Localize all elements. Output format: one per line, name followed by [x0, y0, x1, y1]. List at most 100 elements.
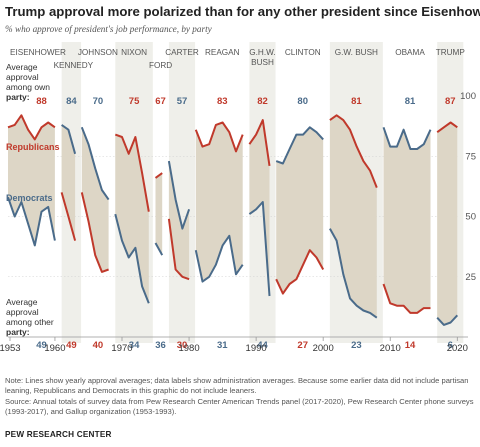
own-party-average: 82	[257, 96, 268, 107]
other-party-average: 6	[448, 340, 453, 351]
democrats-line	[80, 126, 110, 201]
chart-subtitle: % who approve of president's job perform…	[5, 24, 212, 34]
democrats-line	[7, 196, 56, 247]
republicans-line	[154, 172, 163, 179]
approval-gap-fill	[155, 173, 163, 256]
own-party-average: 87	[445, 96, 456, 107]
republicans-line	[382, 283, 431, 314]
own-party-average: 57	[177, 96, 188, 107]
approval-gap-fill	[437, 122, 458, 325]
other-party-average: 49	[36, 340, 47, 351]
approval-gap-fill	[249, 120, 270, 296]
x-tick-label: 2010	[380, 343, 401, 354]
y-tick-label: 75	[465, 151, 476, 162]
approval-gap-fill	[61, 124, 76, 241]
republicans-line	[7, 114, 56, 141]
democrats-line	[382, 126, 432, 150]
approval-gap-fill	[115, 134, 149, 304]
democrats-line	[167, 160, 191, 230]
president-name: CARTER	[165, 48, 199, 57]
other-party-average: 36	[155, 340, 166, 351]
president-name: OBAMA	[395, 48, 425, 57]
republicans-line	[167, 218, 190, 281]
series-lines	[7, 114, 459, 326]
other-party-average: 34	[129, 340, 140, 351]
average-labels: 88 49 84 49 70 40 75 34 67 36 57 30 83 31 82 44 80 27 81 23…	[36, 96, 455, 351]
chart-title: Trump approval more polarized than for a…	[5, 4, 480, 19]
approval-gap-fill	[329, 115, 377, 318]
own-party-label: among own	[6, 82, 50, 92]
own-party-average: 75	[129, 96, 140, 107]
note-line: Note: Lines show yearly approval average…	[5, 376, 469, 385]
other-party-average: 27	[297, 340, 308, 351]
x-tick-label: 1960	[44, 343, 65, 354]
own-party-average: 83	[217, 96, 228, 107]
republicans-line	[60, 192, 77, 241]
approval-gap-fill	[81, 127, 109, 272]
note-line: leaning, Republicans and Democrats in th…	[5, 386, 257, 396]
note-line: (1993-2017), and Gallup organization (19…	[5, 407, 177, 417]
president-name: G.H.W.	[249, 48, 275, 57]
democrats-line	[275, 126, 324, 165]
democrats-line	[436, 314, 459, 326]
y-tick-label: 50	[465, 212, 476, 223]
democrats-legend-label: Democrats	[6, 193, 53, 203]
own-party-average: 80	[297, 96, 308, 107]
president-name: NIXON	[121, 48, 147, 57]
democrats-line	[154, 242, 164, 256]
x-tick-label: 1980	[178, 343, 199, 354]
republicans-line	[329, 114, 378, 188]
president-name: CLINTON	[285, 48, 321, 57]
president-name: JOHNSON	[78, 48, 118, 57]
republicans-line	[80, 192, 109, 273]
x-tick-label: 1990	[246, 343, 267, 354]
note-line: Source: Annual totals of survey data fro…	[5, 396, 474, 406]
other-party-label: Average	[6, 297, 38, 307]
other-party-average: 14	[405, 340, 416, 351]
other-party-average: 40	[93, 340, 104, 351]
other-party-average: 30	[177, 340, 188, 351]
other-party-label: party:	[6, 327, 30, 337]
x-tick-label: 2000	[313, 343, 334, 354]
axis-labels: 25 50 75 100 1953 1960 1970 1980 1990 2000 2010 202…	[0, 91, 476, 354]
own-party-average: 84	[66, 96, 77, 107]
republicans-line	[436, 121, 458, 134]
other-party-label: among other	[6, 317, 54, 327]
other-party-average: 44	[257, 340, 268, 351]
other-party-average: 31	[217, 340, 228, 351]
republicans-line	[194, 121, 244, 153]
republicans-line	[248, 119, 271, 167]
approval-gap-fill	[276, 127, 324, 294]
x-tick-label: 1970	[111, 343, 132, 354]
own-party-label: Average	[6, 62, 38, 72]
republicans-legend-label: Republicans	[6, 142, 60, 152]
own-party-average: 70	[93, 96, 104, 107]
approval-gap-fill	[383, 127, 431, 313]
president-name: FORD	[149, 61, 172, 70]
democrats-line	[329, 228, 378, 319]
other-party-average: 49	[66, 340, 77, 351]
other-party-label: approval	[6, 307, 39, 317]
chart-note: Note: Lines show yearly approval average…	[5, 376, 477, 418]
own-party-label: approval	[6, 72, 39, 82]
democrats-line	[114, 213, 150, 304]
x-tick-label: 1953	[0, 343, 21, 354]
president-name: REAGAN	[205, 48, 240, 57]
president-name: TRUMP	[436, 48, 466, 57]
president-name: KENNEDY	[54, 61, 94, 70]
president-name: G.W. BUSH	[335, 48, 378, 57]
y-tick-label: 25	[465, 272, 476, 283]
x-tick-label: 2020	[447, 343, 468, 354]
republicans-line	[275, 249, 325, 295]
democrats-line	[61, 124, 77, 155]
own-party-average: 81	[351, 96, 362, 107]
democrats-line	[194, 234, 244, 283]
brand-label: PEW RESEARCH CENTER	[5, 430, 112, 439]
gap-fills	[8, 115, 458, 325]
own-party-average: 67	[155, 96, 166, 107]
president-name: BUSH	[251, 58, 274, 67]
approval-gap-fill	[8, 115, 55, 246]
